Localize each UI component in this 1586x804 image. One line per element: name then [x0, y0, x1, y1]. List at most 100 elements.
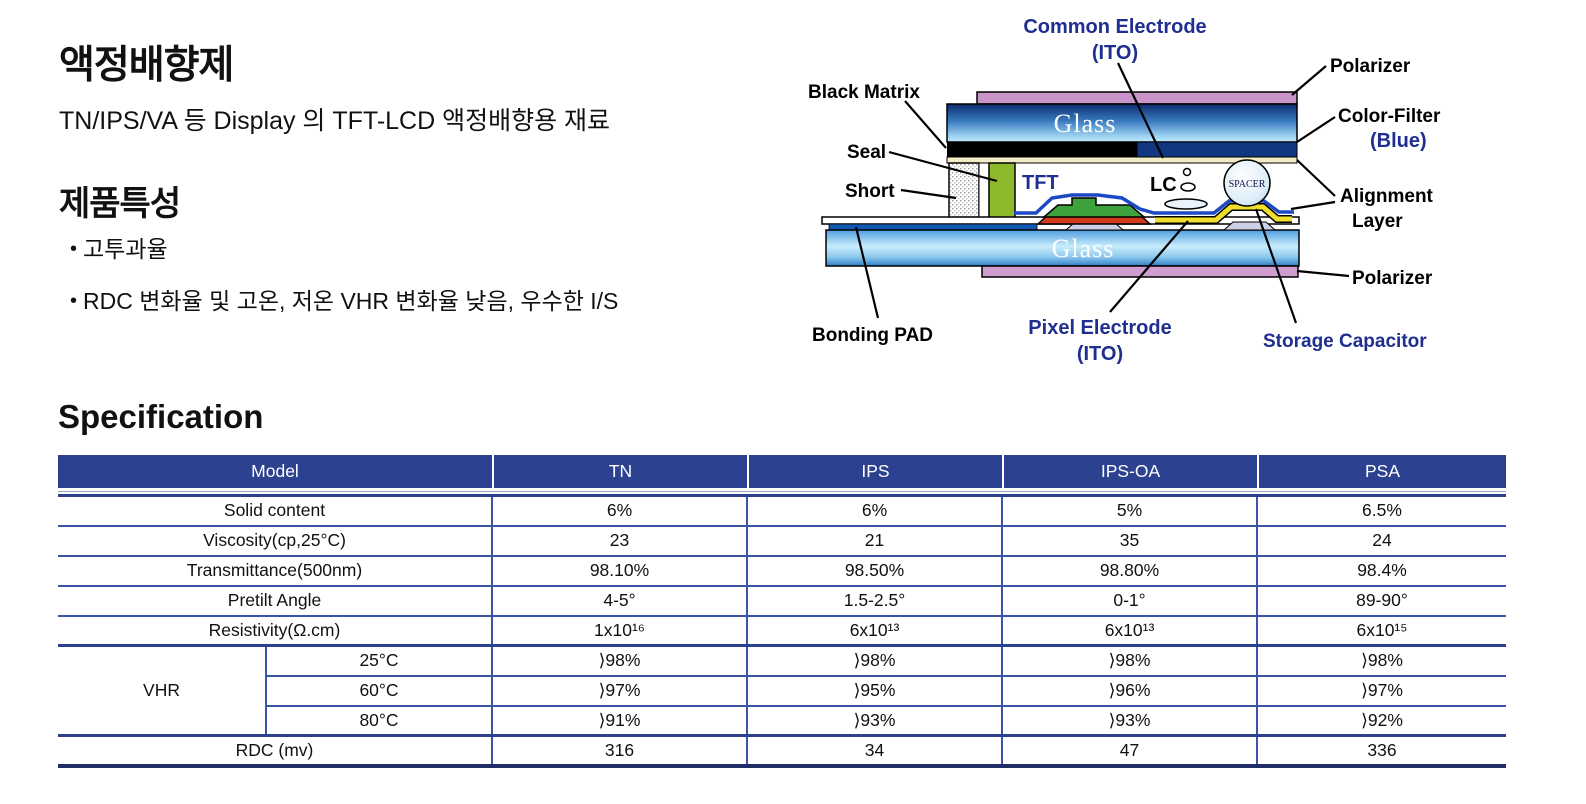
cell-value: ⟩95%	[746, 674, 1002, 707]
label-lc: LC	[1150, 174, 1177, 196]
cell-value: 336	[1256, 734, 1506, 768]
cell-value: ⟩98%	[746, 644, 1002, 677]
cell-value: ⟩93%	[1001, 704, 1257, 737]
cell-value: 21	[746, 524, 1002, 557]
cell-value: ⟩98%	[1001, 644, 1257, 677]
table-row: Viscosity(cp,25°C) 23 21 35 24	[58, 524, 1506, 557]
row-label: Resistivity(Ω.cm)	[58, 614, 492, 647]
tft-green-layer	[1041, 197, 1147, 218]
cell-value: 34	[746, 734, 1002, 768]
cell-value: 6.5%	[1256, 494, 1506, 527]
cell-value: ⟩91%	[491, 704, 747, 737]
gate-bump	[1222, 221, 1277, 231]
label-color-filter-sub: (Blue)	[1370, 130, 1427, 152]
cell-value: 4-5°	[491, 584, 747, 617]
alignment-layer-line	[1014, 193, 1294, 215]
cell-value: ⟩96%	[1001, 674, 1257, 707]
black-matrix-bar	[947, 142, 1137, 157]
spec-table-header: Model TN IPS IPS-OA PSA	[58, 455, 1506, 488]
table-row: RDC (mv) 316 34 47 336	[58, 734, 1506, 768]
table-row-vhr: 80°C ⟩91% ⟩93% ⟩93% ⟩92%	[58, 704, 1506, 737]
cell-value: ⟩98%	[491, 644, 747, 677]
label-short: Short	[845, 181, 895, 202]
header-rule	[58, 491, 1506, 492]
label-black-matrix: Black Matrix	[808, 82, 920, 103]
spec-table: Model TN IPS IPS-OA PSA Solid content 6%…	[58, 455, 1506, 768]
cell-value: 24	[1256, 524, 1506, 557]
label-common-electrode-sub: (ITO)	[1092, 42, 1138, 64]
cell-value: ⟩98%	[1256, 644, 1506, 677]
row-label: Transmittance(500nm)	[58, 554, 492, 587]
cell-value: 6%	[746, 494, 1002, 527]
row-label: Pretilt Angle	[58, 584, 492, 617]
intro-subtitle: TN/IPS/VA 등 Display 의 TFT-LCD 액정배향용 재료	[59, 107, 611, 135]
row-sublabel: 80°C	[265, 704, 492, 737]
table-row: Solid content 6% 6% 5% 6.5%	[58, 494, 1506, 527]
header-cell-tn: TN	[492, 455, 747, 488]
bullet-icon: •	[70, 238, 78, 260]
connector-lines	[854, 62, 1350, 324]
cell-value: 47	[1001, 734, 1257, 768]
header-cell-ips: IPS	[747, 455, 1002, 488]
lc-molecule	[1182, 167, 1192, 177]
cell-value: 6x10¹³	[746, 614, 1002, 647]
glass-bottom-bar	[825, 229, 1300, 267]
header-cell-model: Model	[251, 461, 299, 481]
row-label: Viscosity(cp,25°C)	[58, 524, 492, 557]
lcd-structure-diagram: Common Electrode (ITO) Polarizer Black M…	[808, 16, 1441, 365]
row-label: RDC (mv)	[58, 734, 492, 768]
table-row: Resistivity(Ω.cm) 1x10¹⁶ 6x10¹³ 6x10¹³ 6…	[58, 614, 1506, 647]
cell-value: 98.10%	[491, 554, 747, 587]
row-label-vhr: VHR	[58, 644, 266, 737]
label-polarizer-bottom: Polarizer	[1352, 268, 1433, 289]
bullet-icon: •	[70, 290, 78, 312]
cell-value: 5%	[1001, 494, 1257, 527]
seal-bar	[988, 162, 1016, 219]
feature-item: • 고투과율	[70, 230, 168, 264]
cell-value: 98.4%	[1256, 554, 1506, 587]
cell-value: 98.80%	[1001, 554, 1257, 587]
cell-value: 6x10¹³	[1001, 614, 1257, 647]
cell-value: 1x10¹⁶	[491, 614, 747, 647]
seal-gap	[978, 162, 990, 219]
cell-value: 6x10¹⁵	[1256, 614, 1506, 647]
label-color-filter: Color-Filter	[1338, 106, 1441, 127]
header-cell-ips-oa: IPS-OA	[1002, 455, 1257, 488]
cell-value: 6%	[491, 494, 747, 527]
label-alignment-layer: Alignment	[1340, 186, 1434, 207]
cell-value: 35	[1001, 524, 1257, 557]
features-title: 제품특성	[59, 185, 181, 223]
label-glass-bottom: Glass	[1052, 234, 1115, 263]
cell-value: ⟩93%	[746, 704, 1002, 737]
label-seal: Seal	[847, 142, 886, 163]
table-row-vhr: 60°C ⟩97% ⟩95% ⟩96% ⟩97%	[58, 674, 1506, 707]
label-pixel-electrode-sub: (ITO)	[1077, 343, 1123, 365]
pixel-electrode-strip	[1155, 204, 1292, 223]
lc-molecule	[1180, 182, 1196, 192]
spacer-ball	[1223, 159, 1271, 207]
specification-title: Specification	[58, 398, 264, 435]
table-row: Transmittance(500nm) 98.10% 98.50% 98.80…	[58, 554, 1506, 587]
label-spacer: SPACER	[1229, 179, 1266, 190]
page-title: 액정배향제	[59, 44, 234, 87]
label-alignment-layer: Layer	[1352, 211, 1403, 232]
label-pixel-electrode: Pixel Electrode	[1028, 317, 1171, 339]
feature-item: • RDC 변화율 및 고온, 저온 VHR 변화율 낮음, 우수한 I/S	[70, 282, 618, 316]
table-row-vhr: VHR 25°C ⟩98% ⟩98% ⟩98% ⟩98%	[58, 644, 1506, 737]
table-row: Pretilt Angle 4-5° 1.5-2.5° 0-1° 89-90°	[58, 584, 1506, 617]
feature-text: RDC 변화율 및 고온, 저온 VHR 변화율 낮음, 우수한 I/S	[83, 288, 619, 314]
lc-molecule	[1164, 198, 1208, 210]
label-tft: TFT	[1022, 172, 1059, 194]
glass-top-bar	[946, 103, 1298, 143]
label-storage-capacitor: Storage Capacitor	[1263, 331, 1427, 352]
label-glass-top: Glass	[1054, 109, 1117, 138]
feature-text: 고투과율	[83, 236, 168, 262]
row-label: Solid content	[58, 494, 492, 527]
row-sublabel: 25°C	[265, 644, 492, 677]
label-bonding-pad: Bonding PAD	[812, 325, 933, 346]
row-sublabel: 60°C	[265, 674, 492, 707]
label-common-electrode: Common Electrode	[1023, 16, 1206, 38]
label-polarizer-top: Polarizer	[1330, 56, 1411, 77]
cell-value: 316	[491, 734, 747, 768]
cell-value: 89-90°	[1256, 584, 1506, 617]
